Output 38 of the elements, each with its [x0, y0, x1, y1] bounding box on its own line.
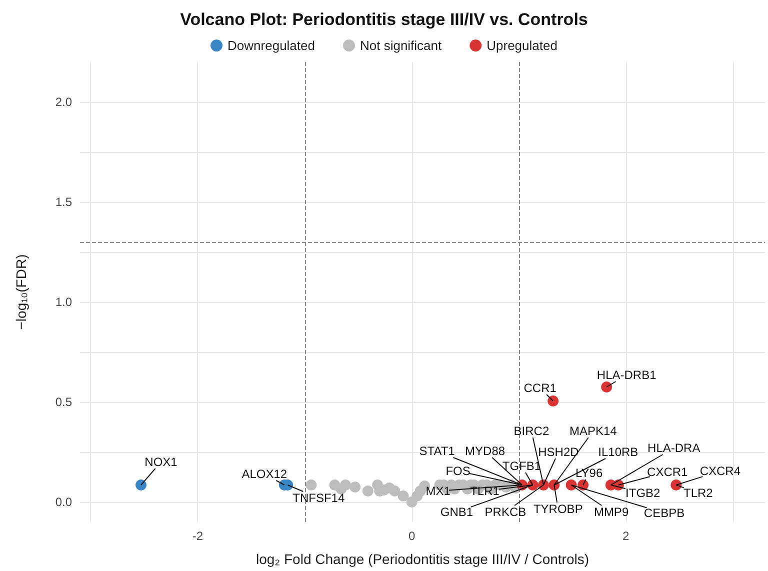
annotation: ALOX12 — [242, 467, 288, 481]
annotation: GNB1 — [440, 505, 474, 519]
annotation: PRKCB — [484, 505, 526, 519]
annotation: BIRC2 — [514, 424, 550, 438]
annotation: IL10RB — [598, 445, 638, 459]
annotation: CEBPB — [644, 506, 685, 520]
y-tick-label: 0.5 — [55, 395, 72, 409]
annotation: HLA-DRA — [648, 441, 700, 455]
y-tick-label: 2.0 — [55, 95, 72, 109]
x-tick-label: 0 — [408, 529, 416, 543]
annotation: MAPK14 — [569, 424, 618, 438]
y-tick-label: 1.0 — [55, 295, 72, 309]
annotation: NOX1 — [144, 455, 178, 469]
x-tick-label: 2 — [622, 529, 630, 543]
annotation: FOS — [446, 464, 470, 478]
x-axis-title: log₂ Fold Change (Periodontitis stage III/IV / Controls) — [256, 551, 590, 567]
y-axis-title: −log₁₀(FDR) — [13, 254, 29, 330]
annotation: HLA-DRB1 — [596, 368, 657, 382]
chart-title: Volcano Plot: Periodontitis stage III/IV vs. Controls — [180, 10, 588, 29]
y-tick-label: 0.0 — [55, 495, 72, 509]
annotation: CCR1 — [524, 381, 557, 395]
legend-label: Downregulated — [228, 38, 315, 53]
annotation: TYROBP — [533, 502, 583, 516]
annotation: TLR2 — [683, 486, 714, 500]
x-tick-label: -2 — [192, 529, 204, 543]
annotation: LY96 — [575, 466, 603, 480]
y-tick-label: 1.5 — [55, 195, 72, 209]
annotation: ITGB2 — [626, 486, 661, 500]
annotation: MMP9 — [594, 505, 629, 519]
annotation: HSH2D — [538, 445, 580, 459]
legend-label: Upregulated — [486, 38, 558, 53]
legend-label: Not significant — [360, 38, 442, 53]
annotation: MX1 — [426, 484, 451, 498]
annotation: MYD88 — [465, 444, 506, 458]
annotation: TNFSF14 — [292, 491, 345, 505]
annotation: STAT1 — [419, 444, 456, 458]
annotation: CXCR1 — [647, 465, 688, 479]
annotation: CXCR4 — [700, 464, 741, 478]
